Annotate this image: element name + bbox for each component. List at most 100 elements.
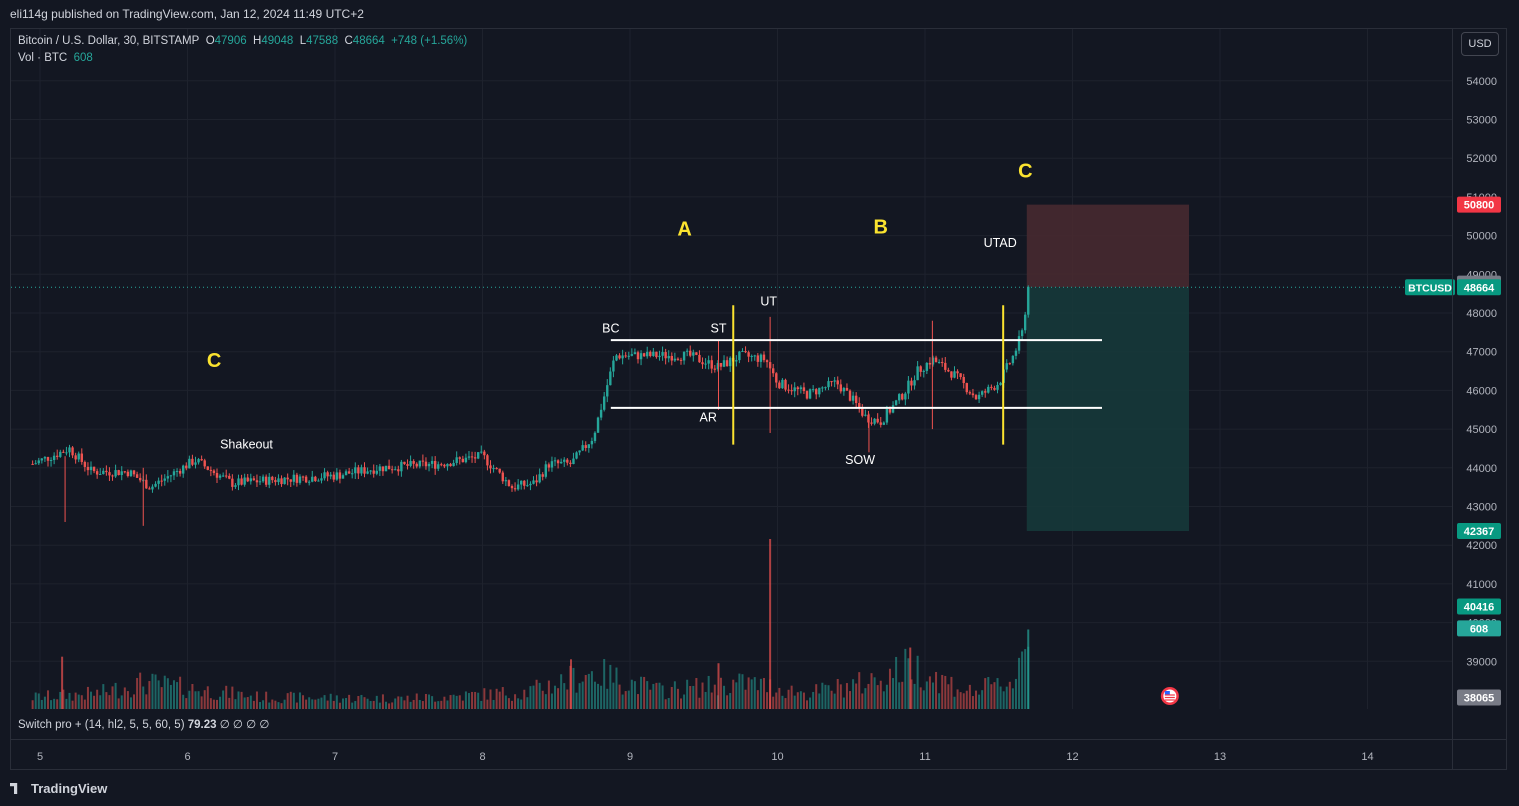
volume-bar <box>34 692 37 709</box>
volume-bar <box>209 698 212 709</box>
candle-body <box>194 462 197 465</box>
candle-body <box>486 455 489 466</box>
volume-bar <box>483 688 486 709</box>
price-tag <box>1457 598 1501 615</box>
symbol-legend[interactable]: Bitcoin / U.S. Dollar, 30, BITSTAMP O479… <box>18 35 468 47</box>
candle-body <box>621 355 624 359</box>
candle-body <box>1017 336 1021 351</box>
volume-bar <box>286 693 289 709</box>
volume-bar <box>796 692 799 709</box>
candle-body <box>480 451 483 453</box>
volume-bar <box>655 682 658 709</box>
volume-bar <box>806 700 808 709</box>
volume-bar <box>378 702 381 709</box>
low-value: 47588 <box>306 35 339 47</box>
candle-body <box>934 357 938 363</box>
flag-canton-icon <box>1164 691 1170 695</box>
candle-body <box>120 471 123 476</box>
candle-body <box>627 355 630 357</box>
candle-body <box>851 395 855 401</box>
tradingview-logo[interactable]: TradingView <box>10 781 107 796</box>
candle-body <box>538 474 541 483</box>
volume-bar <box>652 683 655 709</box>
volume-bar <box>56 699 59 709</box>
volume-bar <box>784 698 787 709</box>
volume-bar <box>987 676 990 709</box>
candle-body <box>363 467 366 474</box>
volume-bar <box>83 699 86 709</box>
volume-bar <box>397 696 400 709</box>
volume-bar <box>458 695 461 709</box>
volume-bar <box>388 703 391 709</box>
candle-body <box>569 462 572 465</box>
candle-body <box>701 362 704 365</box>
candle-body <box>833 380 836 382</box>
indicator-legend[interactable]: Switch pro + (14, hl2, 5, 5, 60, 5) 79.2… <box>18 717 269 731</box>
candle-body <box>682 351 686 361</box>
candle-body <box>658 355 661 358</box>
volume-bar <box>335 695 338 709</box>
candle-body <box>446 463 449 467</box>
y-tick-label: 42000 <box>1466 540 1497 552</box>
volume-bar <box>799 691 802 709</box>
candle-body <box>403 461 406 465</box>
volume-bar <box>366 698 369 709</box>
candle-body <box>249 478 253 482</box>
candle-body <box>228 475 231 479</box>
volume-bar <box>686 679 689 709</box>
candle-body <box>818 387 821 395</box>
time-axis-divider <box>10 739 1507 740</box>
volume-bar <box>928 676 931 709</box>
volume-bar <box>498 691 501 709</box>
volume-bar <box>133 694 136 709</box>
volume-bar <box>188 690 191 709</box>
candle-body <box>56 455 59 457</box>
volume-legend[interactable]: Vol · BTC 608 <box>18 52 93 64</box>
volume-bar <box>904 648 907 709</box>
volume-bar <box>729 693 732 709</box>
candle-body <box>1023 314 1027 331</box>
candle-body <box>286 477 289 480</box>
volume-bar <box>575 692 578 709</box>
volume-bar <box>1018 657 1021 709</box>
volume-bar <box>259 702 262 709</box>
candle-body <box>221 475 225 477</box>
volume-spike <box>769 539 772 709</box>
volume-bar <box>750 679 753 709</box>
volume-bar <box>507 698 510 709</box>
volume-bar <box>114 682 117 709</box>
volume-bar <box>981 690 984 709</box>
price-tag-label: 40416 <box>1464 602 1495 614</box>
candle-body <box>633 352 637 355</box>
candle-body <box>689 350 692 356</box>
x-tick-label: 8 <box>479 751 485 763</box>
currency-button[interactable]: USD <box>1461 32 1499 56</box>
candle-body <box>126 471 130 477</box>
volume-bar <box>96 689 99 709</box>
candle-body <box>544 464 548 477</box>
candle-body <box>40 458 44 461</box>
volume-bar <box>338 702 341 709</box>
take-profit-zone <box>1026 287 1190 531</box>
candle-body <box>102 470 105 475</box>
candle-body <box>815 389 818 395</box>
volume-bar <box>305 699 308 709</box>
candle-body <box>185 465 188 469</box>
candle-body <box>799 387 803 390</box>
candle-body <box>304 476 308 483</box>
candle-body <box>1014 350 1018 356</box>
volume-bar <box>698 697 701 709</box>
volume-bar <box>836 678 839 709</box>
change-value: +748 (+1.56%) <box>391 35 468 47</box>
candle-body <box>311 476 314 482</box>
candle-body <box>901 394 904 400</box>
volume-bar <box>710 692 713 709</box>
candle-body <box>630 354 634 356</box>
candle-body <box>707 360 710 364</box>
candle-body <box>602 396 606 410</box>
candle-body <box>953 371 956 378</box>
volume-bar <box>311 699 314 709</box>
candle-body <box>858 403 861 409</box>
candle-body <box>796 387 799 390</box>
